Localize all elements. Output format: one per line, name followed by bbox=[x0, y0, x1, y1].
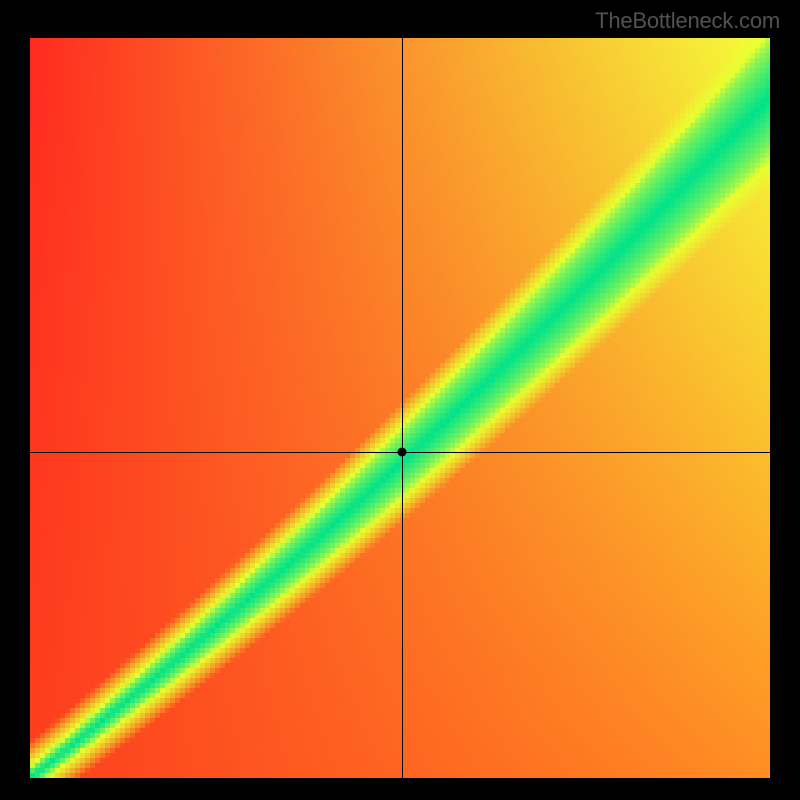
crosshair-vertical-line bbox=[402, 38, 403, 778]
heatmap-plot-area bbox=[30, 38, 770, 778]
crosshair-dot bbox=[398, 448, 407, 457]
chart-frame: TheBottleneck.com bbox=[0, 0, 800, 800]
watermark-text: TheBottleneck.com bbox=[595, 8, 780, 34]
heatmap-canvas bbox=[30, 38, 770, 778]
